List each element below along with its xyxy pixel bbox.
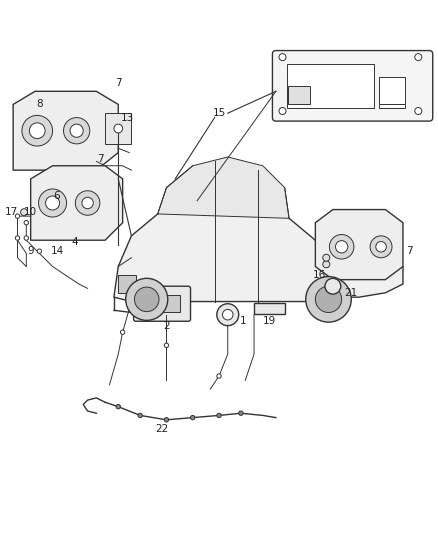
Polygon shape: [13, 91, 118, 170]
Polygon shape: [158, 157, 289, 219]
Text: 7: 7: [97, 154, 104, 164]
Circle shape: [24, 221, 28, 225]
Circle shape: [120, 330, 125, 334]
Text: 7: 7: [115, 77, 122, 87]
Circle shape: [64, 118, 90, 144]
Bar: [145, 295, 180, 312]
Circle shape: [15, 214, 20, 219]
Circle shape: [39, 189, 67, 217]
Circle shape: [116, 405, 120, 409]
Bar: [379, 77, 405, 103]
FancyBboxPatch shape: [272, 51, 433, 121]
Circle shape: [370, 236, 392, 258]
Bar: [118, 275, 136, 293]
Text: 15: 15: [212, 108, 226, 118]
Circle shape: [325, 278, 341, 294]
Bar: [287, 64, 374, 108]
Circle shape: [126, 278, 168, 320]
Circle shape: [75, 191, 100, 215]
Text: 2: 2: [163, 321, 170, 330]
Circle shape: [315, 286, 342, 312]
Circle shape: [323, 261, 330, 268]
Circle shape: [114, 124, 123, 133]
Circle shape: [217, 304, 239, 326]
Text: 9: 9: [27, 246, 34, 256]
Text: 22: 22: [155, 424, 169, 433]
Text: 16: 16: [313, 270, 326, 280]
Circle shape: [21, 209, 28, 216]
Circle shape: [223, 310, 233, 320]
Text: 4: 4: [71, 237, 78, 247]
Polygon shape: [31, 166, 123, 240]
Text: 13: 13: [120, 112, 134, 123]
Text: 17: 17: [4, 207, 18, 217]
Circle shape: [22, 115, 53, 146]
Circle shape: [164, 418, 169, 422]
Circle shape: [37, 249, 42, 253]
Text: 1: 1: [240, 316, 247, 326]
Text: 14: 14: [50, 246, 64, 256]
Text: 19: 19: [263, 316, 276, 326]
Circle shape: [323, 254, 330, 261]
Circle shape: [191, 415, 195, 420]
Polygon shape: [315, 209, 403, 280]
Circle shape: [164, 343, 169, 348]
Circle shape: [329, 235, 354, 259]
Circle shape: [134, 287, 159, 312]
FancyBboxPatch shape: [134, 286, 191, 321]
Bar: [288, 86, 310, 103]
Circle shape: [376, 241, 386, 252]
Bar: [105, 113, 131, 144]
Circle shape: [138, 413, 142, 418]
Bar: [379, 103, 405, 108]
Text: 10: 10: [24, 207, 37, 217]
Text: 8: 8: [36, 100, 43, 109]
Circle shape: [415, 108, 422, 115]
Circle shape: [70, 124, 83, 138]
Circle shape: [217, 413, 221, 418]
Circle shape: [82, 197, 93, 209]
Bar: [254, 303, 285, 314]
Circle shape: [24, 236, 28, 240]
Circle shape: [279, 108, 286, 115]
Circle shape: [279, 54, 286, 61]
Circle shape: [239, 411, 243, 415]
Circle shape: [46, 196, 60, 210]
Circle shape: [29, 123, 45, 139]
Circle shape: [415, 54, 422, 61]
Text: 6: 6: [53, 191, 60, 201]
Circle shape: [336, 241, 348, 253]
Text: 21: 21: [344, 288, 357, 298]
Circle shape: [306, 277, 351, 322]
Polygon shape: [114, 197, 403, 302]
Text: 7: 7: [406, 246, 413, 256]
Circle shape: [15, 236, 20, 240]
Bar: [332, 282, 334, 293]
Circle shape: [217, 374, 221, 378]
